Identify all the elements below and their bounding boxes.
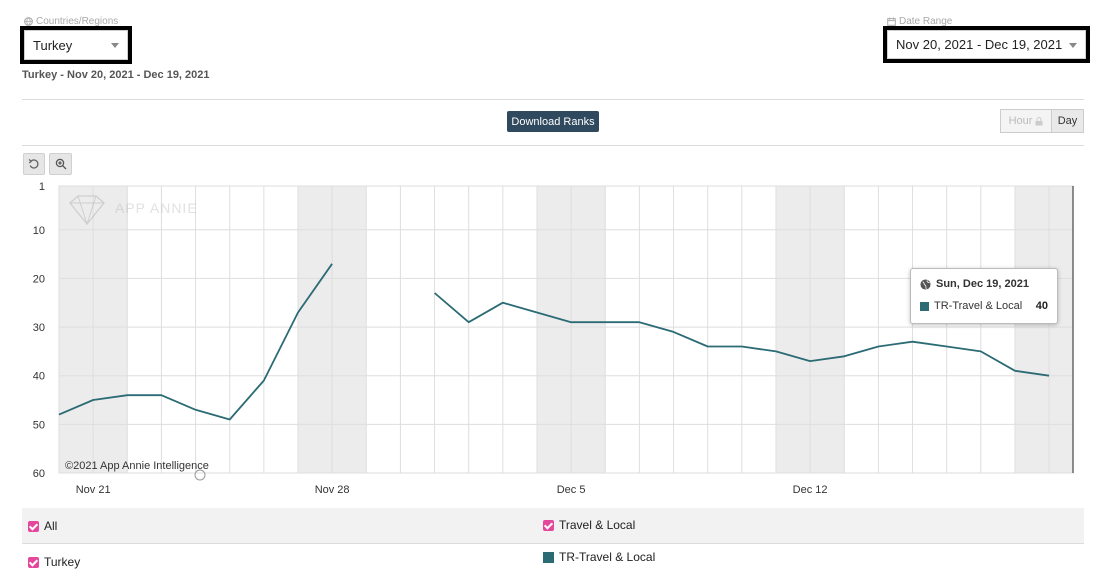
legend-series-swatch: [543, 551, 554, 563]
chart-tooltip: Sun, Dec 19, 2021 TR-Travel & Local 40: [910, 268, 1058, 324]
chevron-down-icon: [1069, 42, 1077, 48]
weekend-bands: [59, 186, 1073, 473]
checkbox-checked-icon: [543, 519, 554, 531]
legend-row-category: All Travel & Local: [22, 508, 1084, 543]
y-tick-label: 30: [33, 322, 45, 334]
undo-icon: [28, 158, 39, 169]
country-select[interactable]: Turkey: [20, 26, 132, 64]
legend-category-label: Travel & Local: [559, 518, 636, 532]
tooltip-series-swatch: [920, 301, 929, 311]
legend-country-label: Turkey: [44, 555, 81, 569]
x-tick-label: Nov 28: [315, 484, 350, 496]
date-range-label: Date Range: [887, 16, 952, 27]
download-ranks-button[interactable]: Download Ranks: [507, 111, 599, 132]
series-line: [434, 292, 1050, 377]
date-range-value: Nov 20, 2021 - Dec 19, 2021: [896, 37, 1063, 52]
date-range-select[interactable]: Nov 20, 2021 - Dec 19, 2021: [883, 26, 1090, 63]
series-lines: [58, 263, 1050, 421]
copyright-text: ©2021 App Annie Intelligence: [65, 460, 209, 472]
divider: [22, 99, 1084, 100]
calendar-icon: [887, 17, 896, 26]
country-select-value: Turkey: [33, 37, 73, 53]
x-tick-label: Dec 12: [793, 484, 828, 496]
checkbox-checked-icon: [28, 520, 39, 532]
divider: [22, 145, 1084, 146]
hover-marker: [194, 469, 206, 481]
x-axis: Nov 21 Nov 28 Dec 5 Dec 12: [76, 484, 828, 496]
y-tick-label: 60: [33, 468, 45, 480]
reset-zoom-button[interactable]: [23, 153, 45, 175]
rank-chart: APP ANNIE 1 10 20 30 40 50 60 Nov 21 Nov 28 Dec …: [33, 181, 1074, 496]
y-tick-label: 50: [33, 419, 45, 431]
page-subtitle: Turkey - Nov 20, 2021 - Dec 19, 2021: [22, 69, 210, 81]
y-tick-label: 20: [33, 273, 45, 285]
legend-country-checkbox[interactable]: Turkey: [28, 555, 80, 569]
zoom-in-icon: [55, 158, 66, 170]
legend-series-label: TR-Travel & Local: [559, 550, 656, 564]
checkbox-checked-icon: [28, 556, 39, 568]
watermark-logo: APP ANNIE: [69, 195, 198, 226]
chart-grid: [58, 185, 1074, 474]
y-axis: 1 10 20 30 40 50 60: [33, 181, 45, 480]
zoom-button[interactable]: [49, 153, 72, 175]
hour-toggle-label: Hour: [1008, 115, 1033, 127]
tooltip-date: Sun, Dec 19, 2021: [936, 278, 1029, 290]
weekend-band: [1014, 186, 1073, 473]
x-tick-label: Dec 5: [557, 484, 586, 496]
legend-row-country: Turkey TR-Travel & Local: [22, 544, 1084, 581]
countries-label: Countries/Regions: [24, 16, 118, 27]
watermark-text: APP ANNIE: [115, 200, 198, 216]
series-line: [58, 263, 333, 421]
globe-icon: [24, 17, 33, 26]
tooltip-series-name: TR-Travel & Local: [934, 300, 1023, 312]
tooltip-header: Sun, Dec 19, 2021: [920, 278, 1029, 290]
lock-icon: [1035, 116, 1043, 125]
y-tick-label: 40: [33, 371, 45, 383]
chevron-down-icon: [111, 43, 119, 48]
globe-icon: [920, 278, 931, 290]
tooltip-value: 40: [1035, 300, 1048, 312]
y-tick-label: 10: [33, 225, 45, 237]
legend-series-item[interactable]: TR-Travel & Local: [543, 550, 655, 564]
tooltip-row: TR-Travel & Local: [920, 300, 1022, 312]
y-tick-label: 1: [39, 181, 45, 193]
legend-all-checkbox[interactable]: All: [28, 519, 57, 533]
x-tick-label: Nov 21: [76, 484, 111, 496]
legend-all-label: All: [44, 519, 58, 533]
legend-category-checkbox[interactable]: Travel & Local: [543, 518, 635, 532]
hour-toggle: Hour: [1000, 109, 1052, 133]
day-toggle[interactable]: Day: [1051, 109, 1084, 133]
divider: [22, 543, 1084, 544]
